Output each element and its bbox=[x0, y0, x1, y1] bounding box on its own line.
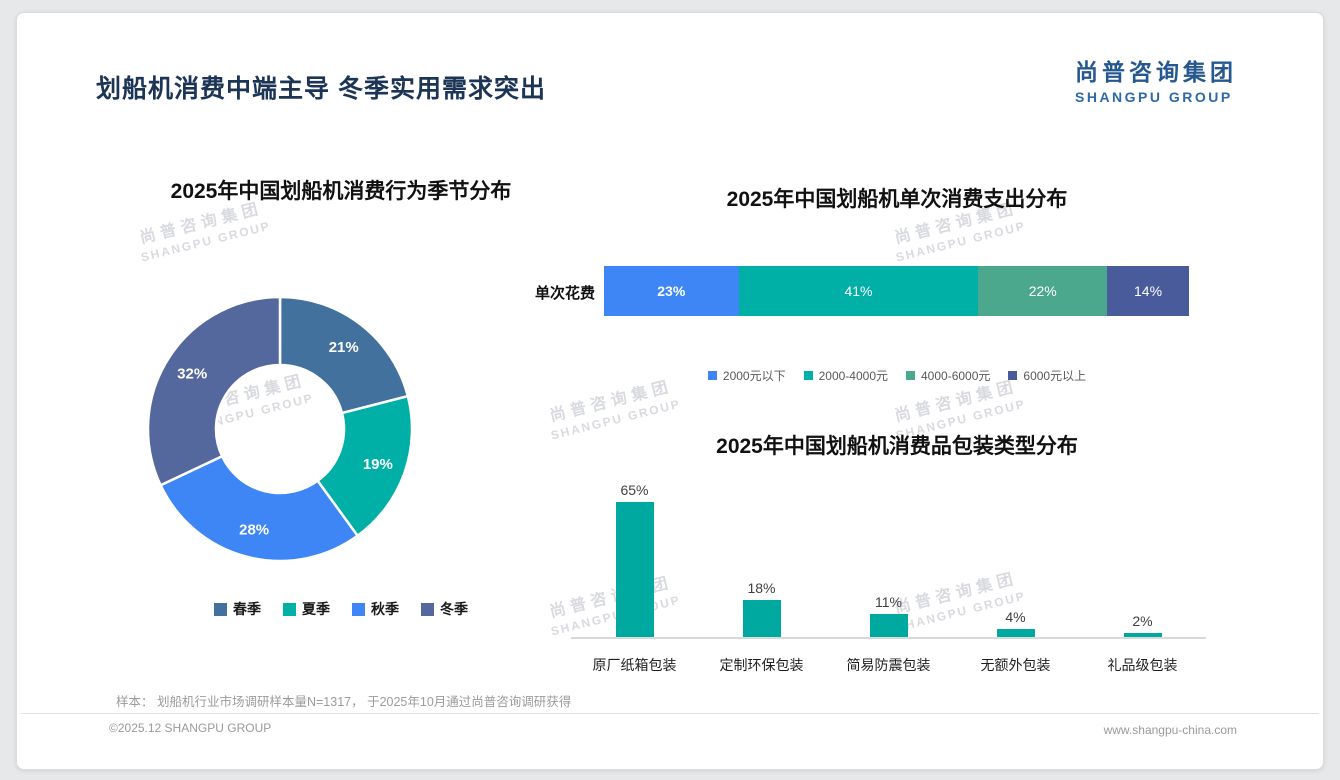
page-title: 划船机消费中端主导 冬季实用需求突出 bbox=[96, 75, 546, 103]
legend-label: 冬季 bbox=[440, 601, 468, 617]
bar-category-label: 简易防震包装 bbox=[846, 657, 931, 673]
stacked-segment-4000-6000元: 22% bbox=[978, 266, 1108, 316]
stacked-segment-label: 14% bbox=[1134, 283, 1163, 299]
bar bbox=[615, 502, 654, 637]
bar-value-label: 65% bbox=[620, 482, 649, 499]
donut-slice-label: 21% bbox=[329, 339, 359, 356]
legend-item-夏季: 夏季 bbox=[283, 599, 330, 619]
legend-item-4000-6000元: 4000-6000元 bbox=[906, 367, 990, 384]
legend-label: 2000元以下 bbox=[722, 369, 786, 383]
spend-stacked-bar: 23% 41% 22% 14% bbox=[604, 266, 1189, 316]
bar-group-原厂纸箱包装: 65% bbox=[571, 482, 698, 637]
bar-category-label: 礼品级包装 bbox=[1107, 657, 1178, 673]
legend-swatch bbox=[283, 602, 296, 616]
bar bbox=[742, 599, 781, 637]
legend-item-6000元以上: 6000元以上 bbox=[1008, 367, 1086, 384]
legend-swatch bbox=[707, 371, 717, 380]
stacked-segment-label: 41% bbox=[844, 283, 873, 299]
logo: 尚普咨询集团 SHANGPU GROUP bbox=[1075, 53, 1237, 105]
bar-group-无额外包装: 4% bbox=[952, 609, 1079, 637]
bar-value-label: 2% bbox=[1132, 612, 1153, 629]
legend-swatch bbox=[214, 602, 227, 616]
legend-item-2000-4000元: 2000-4000元 bbox=[803, 367, 888, 384]
donut-slice-秋季 bbox=[158, 454, 360, 563]
stacked-segment-label: 22% bbox=[1028, 283, 1057, 299]
donut-slice-label: 19% bbox=[363, 456, 393, 473]
stacked-segment-label: 23% bbox=[657, 283, 686, 299]
legend-swatch bbox=[906, 371, 915, 380]
watermark-en: SHANGPU GROUP bbox=[139, 218, 273, 265]
spend-chart-title: 2025年中国划船机单次消费支出分布 bbox=[726, 188, 1068, 211]
season-donut-chart: 21% 19% 28% 32% bbox=[146, 295, 414, 563]
sample-footnote: 样本： 划船机行业市场调研样本量N=1317， 于2025年10月通过尚普咨询调… bbox=[116, 695, 572, 709]
legend-label: 春季 bbox=[233, 601, 261, 617]
donut-slice-label: 32% bbox=[177, 365, 207, 382]
bar bbox=[869, 614, 908, 637]
watermark-en: SHANGPU GROUP bbox=[894, 218, 1028, 265]
legend-swatch bbox=[352, 602, 365, 616]
bar bbox=[1123, 632, 1162, 637]
donut-slice-冬季 bbox=[146, 295, 282, 487]
packaging-category-labels: 原厂纸箱包装 定制环保包装 简易防震包装 无额外包装 礼品级包装 bbox=[571, 655, 1206, 675]
logo-text-cn: 尚普咨询集团 bbox=[1075, 59, 1237, 85]
footer-website: www.shangpu-china.com bbox=[1103, 723, 1237, 737]
bar-value-label: 18% bbox=[747, 579, 776, 596]
stacked-segment-2000-4000元: 41% bbox=[738, 266, 979, 316]
bar bbox=[996, 628, 1035, 637]
legend-swatch bbox=[421, 602, 434, 616]
legend-item-2000元以下: 2000元以下 bbox=[707, 367, 786, 384]
donut-slice-夏季 bbox=[315, 394, 414, 538]
bar-value-label: 11% bbox=[875, 594, 902, 611]
bar-category-label: 定制环保包装 bbox=[719, 657, 804, 673]
legend-label: 夏季 bbox=[302, 601, 330, 617]
footer-copyright: ©2025.12 SHANGPU GROUP bbox=[109, 721, 272, 735]
stacked-segment-2000元以下: 23% bbox=[604, 266, 739, 316]
bar-category-label: 无额外包装 bbox=[980, 657, 1051, 673]
legend-label: 秋季 bbox=[371, 601, 399, 617]
legend-item-春季: 春季 bbox=[214, 599, 261, 619]
packaging-chart-title: 2025年中国划船机消费品包装类型分布 bbox=[716, 435, 1078, 458]
bar-group-礼品级包装: 2% bbox=[1079, 613, 1206, 637]
logo-text-en: SHANGPU GROUP bbox=[1075, 89, 1233, 105]
stacked-bar-row-label: 单次花费 bbox=[534, 285, 595, 302]
bar-group-定制环保包装: 18% bbox=[698, 580, 825, 637]
stacked-segment-6000元以上: 14% bbox=[1107, 266, 1189, 316]
legend-label: 6000元以上 bbox=[1023, 369, 1087, 383]
legend-label: 4000-6000元 bbox=[921, 369, 991, 383]
donut-chart-title: 2025年中国划船机消费行为季节分布 bbox=[170, 180, 512, 203]
legend-item-秋季: 秋季 bbox=[352, 599, 399, 619]
donut-slice-label: 28% bbox=[239, 522, 269, 539]
bar-category-label: 原厂纸箱包装 bbox=[592, 657, 677, 673]
legend-item-冬季: 冬季 bbox=[421, 599, 468, 619]
spend-legend: 2000元以下 2000-4000元 4000-6000元 6000元以上 bbox=[537, 367, 1257, 384]
slide-card: 尚普咨询集团 SHANGPU GROUP 尚普咨询集团 SHANGPU GROUP 尚普… bbox=[16, 12, 1324, 770]
donut-slice-春季 bbox=[278, 295, 410, 415]
footer-divider bbox=[21, 713, 1319, 714]
packaging-bar-chart: 65% 18% 11% 4% 2% bbox=[571, 464, 1206, 639]
legend-label: 2000-4000元 bbox=[818, 369, 888, 383]
legend-swatch bbox=[1008, 371, 1018, 380]
legend-swatch bbox=[803, 371, 813, 380]
bar-value-label: 4% bbox=[1005, 608, 1026, 625]
donut-legend: 春季 夏季 秋季 冬季 bbox=[101, 599, 581, 619]
bar-group-简易防震包装: 11% bbox=[825, 594, 952, 637]
